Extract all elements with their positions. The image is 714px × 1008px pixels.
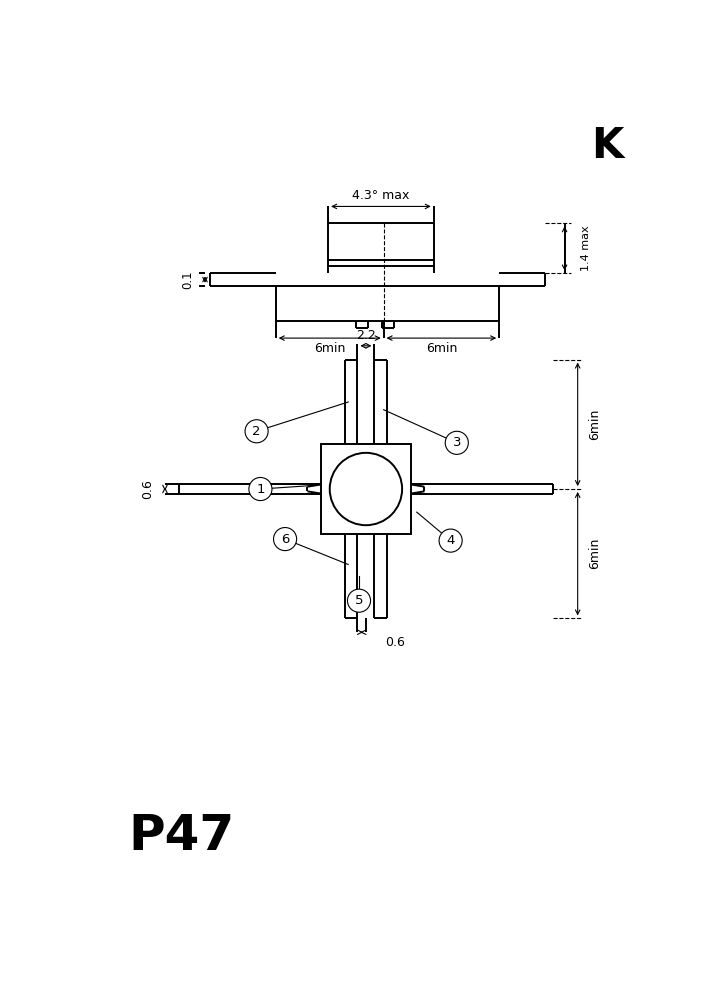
Text: 6: 6 — [281, 532, 289, 545]
Text: 0.6: 0.6 — [386, 636, 405, 649]
Text: 6min: 6min — [588, 538, 601, 570]
Text: 4: 4 — [446, 534, 455, 547]
Text: 0.1: 0.1 — [181, 270, 194, 289]
Circle shape — [446, 431, 468, 455]
Text: 0.6: 0.6 — [141, 479, 154, 499]
Text: 5: 5 — [355, 594, 363, 607]
Text: P47: P47 — [128, 811, 234, 860]
Text: 1.4 max: 1.4 max — [581, 226, 591, 271]
Text: 6min: 6min — [588, 408, 601, 440]
Circle shape — [439, 529, 462, 552]
Circle shape — [245, 419, 268, 443]
Bar — [321, 445, 411, 533]
Text: 2.2: 2.2 — [356, 330, 376, 343]
Text: K: K — [590, 125, 623, 167]
Text: 6min: 6min — [426, 342, 457, 355]
Text: 2: 2 — [252, 424, 261, 437]
Text: 1: 1 — [256, 483, 265, 496]
Text: 6min: 6min — [314, 342, 346, 355]
Text: 3: 3 — [453, 436, 461, 450]
Circle shape — [273, 527, 296, 550]
Text: 4.3° max: 4.3° max — [352, 190, 410, 203]
Circle shape — [330, 453, 402, 525]
Circle shape — [249, 478, 272, 501]
Circle shape — [348, 589, 371, 612]
